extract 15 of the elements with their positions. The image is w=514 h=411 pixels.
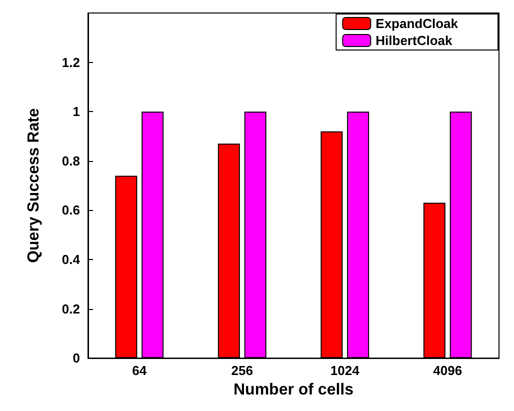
x-tick-label: 256 bbox=[231, 363, 253, 378]
x-tick-label: 64 bbox=[132, 363, 148, 378]
x-axis-title: Number of cells bbox=[233, 382, 354, 398]
y-tick-label: 0.2 bbox=[62, 301, 80, 316]
x-tick-label: 4096 bbox=[433, 363, 462, 378]
y-tick-label: 0 bbox=[72, 350, 80, 366]
legend-label: ExpandCloak bbox=[376, 16, 459, 31]
x-tick-label: 1024 bbox=[330, 363, 360, 378]
y-tick-label: 0.8 bbox=[62, 153, 80, 168]
legend-label: HilbertCloak bbox=[376, 33, 453, 48]
y-tick-label: 1 bbox=[72, 104, 80, 120]
y-tick-label: 0.4 bbox=[62, 252, 81, 267]
y-tick-label: 0.6 bbox=[62, 202, 80, 218]
y-tick-label: 1.2 bbox=[62, 54, 80, 70]
y-axis-title: Query Success Rate bbox=[26, 108, 42, 263]
